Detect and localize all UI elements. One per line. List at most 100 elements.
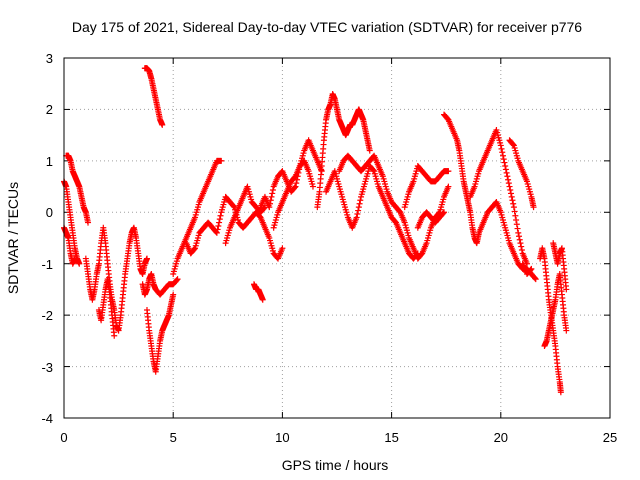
data-point — [563, 286, 570, 293]
data-point — [512, 212, 519, 219]
data-point — [191, 246, 198, 253]
data-point — [530, 204, 537, 211]
data-point — [509, 197, 516, 204]
x-tick-label: 15 — [384, 430, 398, 445]
data-point — [506, 183, 513, 190]
data-point — [215, 223, 222, 229]
data-point — [173, 277, 180, 283]
data-point — [505, 180, 512, 187]
data-point — [309, 183, 316, 190]
data-point — [518, 247, 525, 253]
x-tick-label: 25 — [603, 430, 617, 445]
data-point — [510, 204, 517, 211]
data-point — [507, 187, 514, 193]
data-point — [445, 183, 452, 190]
data-point — [515, 229, 522, 236]
data-point — [503, 169, 510, 176]
data-point — [357, 197, 364, 204]
data-point — [366, 147, 373, 154]
data-point — [528, 265, 535, 272]
data-point — [267, 197, 274, 204]
data-point — [513, 221, 520, 228]
data-point — [216, 216, 223, 223]
y-tick-label: 2 — [46, 102, 53, 117]
data-point — [174, 276, 181, 283]
data-point — [514, 225, 521, 232]
data-point — [85, 219, 92, 226]
data-point — [356, 200, 363, 207]
plot-frame — [63, 57, 611, 419]
y-tick-label: -2 — [41, 308, 53, 323]
data-point — [170, 291, 177, 298]
data-point — [498, 145, 505, 152]
data-point — [508, 193, 515, 200]
data-point — [500, 156, 507, 163]
x-tick-label: 10 — [275, 430, 289, 445]
chart-title: Day 175 of 2021, Sidereal Day-to-day VTE… — [72, 19, 582, 35]
data-point — [504, 173, 511, 180]
data-point — [143, 255, 150, 262]
data-point — [516, 233, 522, 240]
data-point — [291, 184, 298, 191]
data-point — [266, 204, 273, 211]
data-point — [259, 296, 266, 303]
data-point — [354, 211, 361, 217]
data-point — [355, 204, 362, 211]
y-tick-label: 1 — [46, 154, 53, 169]
data-point — [214, 226, 221, 233]
data-point — [499, 152, 506, 159]
data-point — [505, 176, 512, 183]
data-point — [511, 208, 518, 215]
y-tick-label: -4 — [41, 411, 53, 426]
data-point — [499, 149, 506, 156]
x-tick-label: 20 — [494, 430, 508, 445]
data-points — [61, 65, 570, 396]
data-point — [532, 276, 539, 283]
x-axis-label: GPS time / hours — [282, 457, 389, 473]
data-point — [510, 200, 517, 207]
data-point — [268, 193, 275, 200]
data-point — [516, 236, 523, 243]
y-tick-label: 0 — [46, 205, 53, 220]
data-point — [518, 243, 525, 250]
x-tick-label: 5 — [170, 430, 177, 445]
x-tick-labels: 0 5 10 15 20 25 — [60, 430, 617, 445]
data-point — [293, 180, 300, 187]
data-point — [501, 159, 508, 166]
data-point — [557, 389, 564, 396]
data-point — [269, 187, 276, 193]
data-point — [502, 163, 509, 169]
data-point — [267, 200, 274, 207]
data-point — [497, 142, 504, 149]
data-point — [111, 332, 118, 339]
data-point — [510, 141, 517, 148]
data-point — [71, 255, 78, 262]
x-tick-label: 0 — [60, 430, 67, 445]
y-tick-label: 3 — [46, 51, 53, 66]
data-point — [230, 203, 237, 210]
data-point — [279, 245, 286, 252]
data-point — [218, 157, 225, 164]
y-tick-labels: -4 -3 -2 -1 0 1 2 3 — [41, 51, 53, 426]
data-point — [517, 240, 524, 247]
data-point — [217, 212, 224, 219]
data-point — [269, 190, 276, 197]
y-tick-label: -1 — [41, 257, 53, 272]
data-point — [513, 217, 520, 223]
data-point — [159, 121, 166, 128]
data-point — [213, 229, 220, 236]
data-point — [532, 275, 539, 282]
y-axis-label: SDTVAR / TECUs — [5, 182, 21, 294]
data-point — [507, 190, 514, 197]
data-point — [292, 183, 299, 190]
data-point — [527, 266, 534, 273]
data-point — [370, 167, 377, 174]
data-point — [355, 207, 362, 214]
y-tick-label: -3 — [41, 360, 53, 375]
data-point — [76, 260, 83, 267]
data-point — [216, 219, 223, 226]
data-point — [441, 209, 448, 216]
data-point — [440, 210, 447, 217]
data-point — [502, 166, 509, 173]
